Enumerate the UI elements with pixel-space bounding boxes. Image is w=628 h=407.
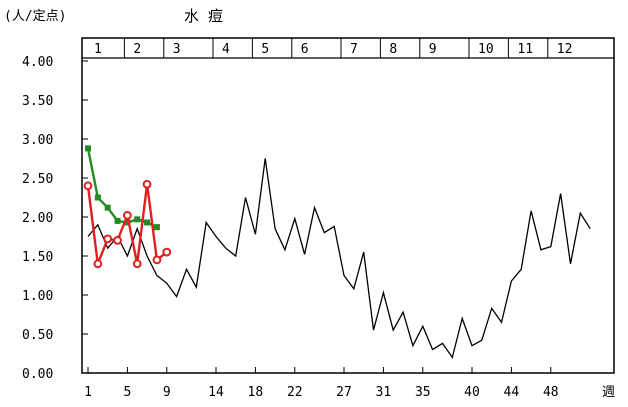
y-tick-label: 1.50 <box>22 250 53 265</box>
data-point <box>144 219 151 226</box>
data-point <box>83 181 93 191</box>
y-tick-label: 0.00 <box>22 367 53 382</box>
month-label: 1 <box>94 42 102 57</box>
month-label: 11 <box>517 42 533 57</box>
data-point <box>162 247 172 257</box>
x-tick-label: 18 <box>248 385 264 400</box>
y-tick-label: 3.00 <box>22 133 53 148</box>
data-point <box>114 217 121 224</box>
month-label: 2 <box>133 42 141 57</box>
data-point <box>85 145 91 152</box>
y-tick-label: 0.50 <box>22 328 53 343</box>
series-layer <box>83 145 591 359</box>
x-tick-label: 44 <box>504 385 520 400</box>
y-tick-label: 2.50 <box>22 172 53 187</box>
month-label: 8 <box>389 42 397 57</box>
x-axis-label: 週 <box>602 385 615 400</box>
data-point <box>124 219 131 226</box>
month-label: 4 <box>222 42 230 57</box>
y-axis: 4.00 3.50 3.00 2.50 2.00 1.50 1.00 0.50 0.00 <box>22 55 88 382</box>
series-line-0 <box>87 158 591 359</box>
data-point <box>152 255 162 265</box>
month-label: 9 <box>429 42 437 57</box>
x-tick-label: 14 <box>208 385 224 400</box>
data-point <box>104 204 111 211</box>
data-point <box>142 179 152 189</box>
data-point <box>122 211 132 220</box>
data-point <box>134 216 141 223</box>
x-tick-label: 9 <box>163 385 171 400</box>
month-label: 5 <box>261 42 269 57</box>
x-tick-label: 35 <box>415 385 431 400</box>
y-tick-label: 4.00 <box>22 55 53 70</box>
y-tick-label: 1.00 <box>22 289 53 304</box>
x-axis: 1 5 9 14 18 22 27 31 35 40 44 48 <box>84 367 559 400</box>
y-tick-label: 2.00 <box>22 211 53 226</box>
x-tick-label: 5 <box>123 385 131 400</box>
x-tick-label: 48 <box>543 385 559 400</box>
x-tick-label: 1 <box>84 385 92 400</box>
x-tick-label: 27 <box>336 385 352 400</box>
data-point <box>94 194 101 201</box>
x-tick-label: 31 <box>376 385 392 400</box>
data-point <box>103 234 113 244</box>
month-label: 3 <box>173 42 181 57</box>
month-label: 10 <box>478 42 494 57</box>
month-label: 7 <box>350 42 358 57</box>
x-tick-label: 40 <box>464 385 480 400</box>
chart-title: 水 痘 <box>184 7 223 25</box>
y-tick-label: 3.50 <box>22 94 53 109</box>
data-point <box>153 224 160 231</box>
data-point <box>132 259 142 269</box>
data-point <box>113 236 122 245</box>
month-label: 6 <box>301 42 309 57</box>
x-tick-label: 22 <box>287 385 303 400</box>
y-unit-label: (人/定点) <box>4 9 66 24</box>
month-band: 1 2 3 4 5 6 7 8 9 10 11 12 <box>82 38 614 59</box>
plot-frame <box>81 37 615 374</box>
month-label: 12 <box>557 42 573 57</box>
data-point <box>93 259 103 269</box>
